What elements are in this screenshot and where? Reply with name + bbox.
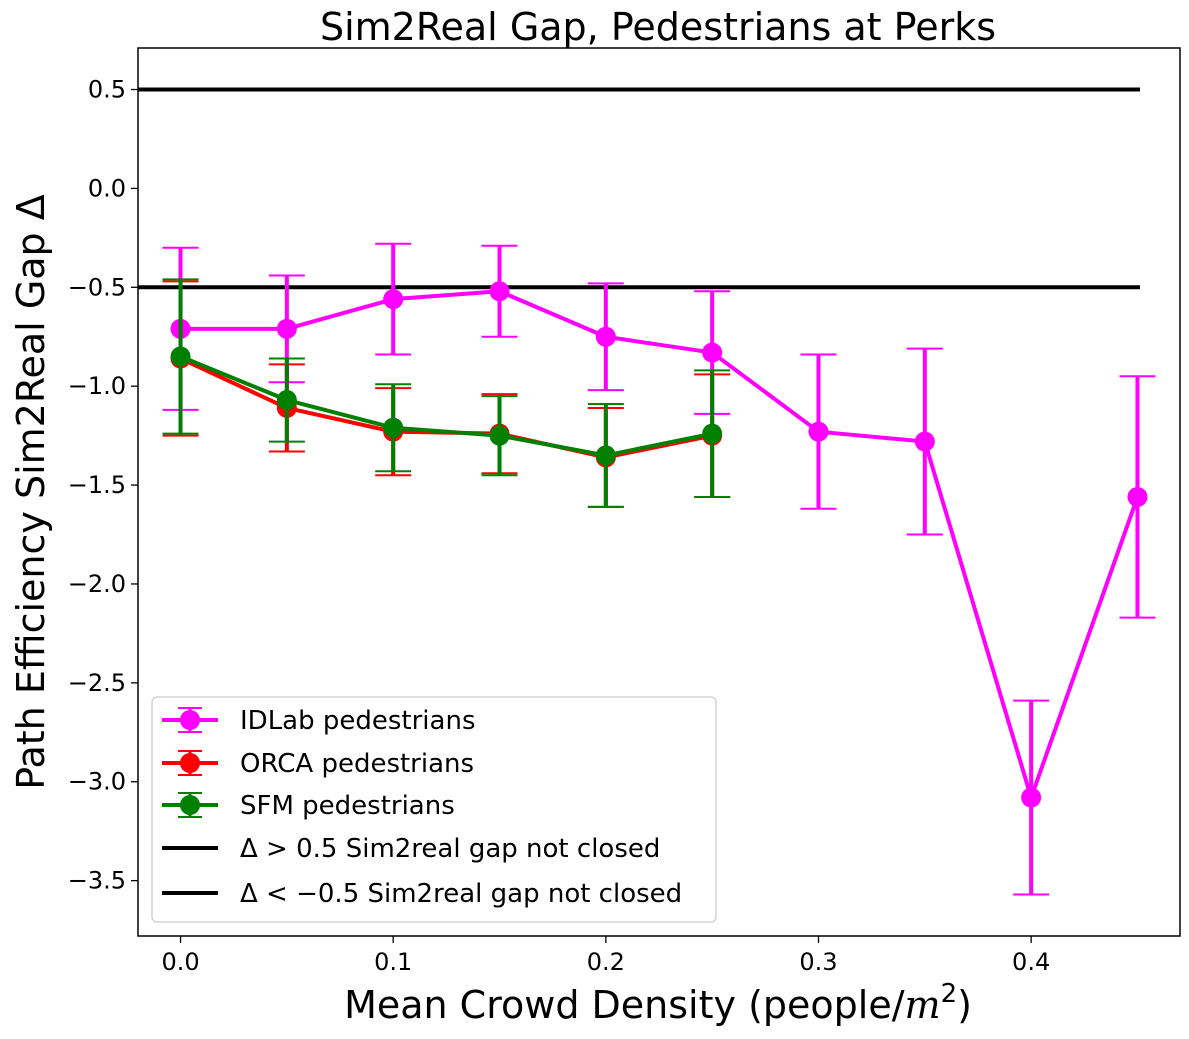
data-point [276, 390, 297, 411]
legend: IDLab pedestrians ORCA pedestrians SFM ped… [151, 696, 717, 923]
x-axis-label-text: Mean Crowd Density (people/ [344, 983, 905, 1027]
plot-area [138, 87, 1156, 896]
y-tick-label: −2.5 [68, 669, 126, 697]
data-point [1127, 486, 1148, 507]
plot-frame [137, 47, 1181, 937]
data-point [702, 423, 723, 444]
x-axis-label: Mean Crowd Density (people/m2) [344, 979, 972, 1027]
series-line [179, 354, 713, 458]
legend-box [151, 696, 717, 923]
x-tick-label: 0.3 [799, 948, 837, 976]
y-tick-label: 0.5 [88, 76, 126, 104]
y-tick-label: −0.5 [68, 273, 126, 301]
data-point [808, 421, 829, 442]
y-tick-label: −2.0 [68, 570, 126, 598]
y-axis-label: Path Efficiency Sim2Real Gap Δ [9, 194, 53, 789]
y-tick-label: −3.5 [68, 867, 126, 895]
y-tick-label: −3.0 [68, 768, 126, 796]
data-point [489, 281, 510, 302]
x-axis-label-math: m [905, 983, 941, 1027]
series-sfm [162, 278, 731, 508]
data-point [702, 342, 723, 363]
legend-label: IDLab pedestrians [240, 706, 476, 736]
data-point [1021, 787, 1042, 808]
x-axis-label-end: ) [957, 983, 972, 1027]
x-axis-label-sup: 2 [941, 979, 958, 1009]
legend-entry: ORCA pedestrians [162, 749, 474, 779]
data-point [595, 445, 616, 466]
data-point [914, 431, 935, 452]
legend-label: Δ > 0.5 Sim2real gap not closed [240, 834, 660, 864]
data-point [383, 417, 404, 438]
data-point [276, 318, 297, 339]
legend-label: Δ < −0.5 Sim2real gap not closed [240, 879, 682, 909]
x-tick-label: 0.2 [587, 948, 625, 976]
legend-entry: SFM pedestrians [162, 791, 455, 821]
data-point [595, 326, 616, 347]
y-tick-label: −1.5 [68, 471, 126, 499]
legend-marker-icon [180, 753, 200, 773]
data-point [170, 346, 191, 367]
y-tick-label: −1.0 [68, 372, 126, 400]
x-axis: 0.0 0.1 0.2 0.3 0.4 [161, 936, 1050, 976]
x-tick-label: 0.1 [374, 948, 412, 976]
x-tick-label: 0.0 [161, 948, 199, 976]
data-point [489, 425, 510, 446]
data-point [383, 289, 404, 310]
legend-entry: Δ < −0.5 Sim2real gap not closed [162, 879, 682, 909]
x-tick-label: 0.4 [1012, 948, 1050, 976]
legend-label: SFM pedestrians [240, 791, 455, 821]
series-idlab [162, 242, 1156, 896]
legend-marker-icon [180, 795, 200, 815]
y-axis: 0.5 0.0 −0.5 −1.0 −1.5 −2.0 −2.5 −3.0 −3.5 [68, 76, 138, 895]
chart-title: Sim2Real Gap, Pedestrians at Perks [320, 5, 996, 49]
legend-entry: Δ > 0.5 Sim2real gap not closed [162, 834, 660, 864]
y-tick-label: 0.0 [88, 174, 126, 202]
legend-marker-icon [180, 710, 200, 730]
series-line [180, 289, 1140, 800]
legend-label: ORCA pedestrians [240, 749, 474, 779]
legend-entry: IDLab pedestrians [162, 706, 476, 736]
